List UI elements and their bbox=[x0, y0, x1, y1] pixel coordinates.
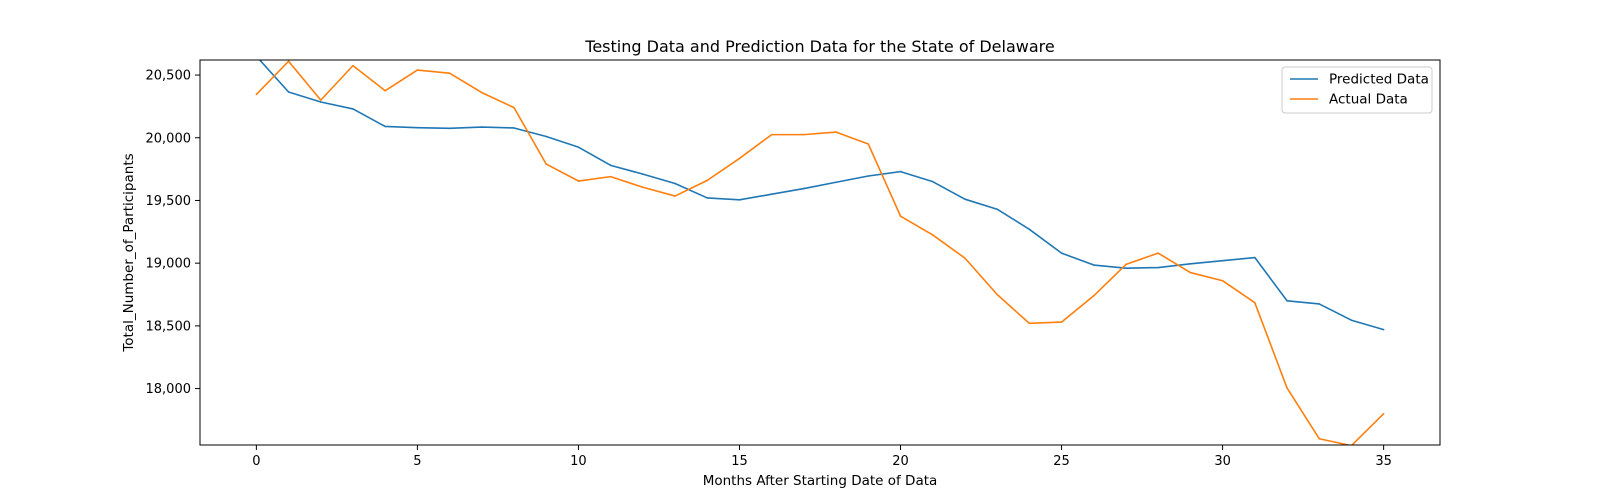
chart-title: Testing Data and Prediction Data for the… bbox=[584, 37, 1054, 56]
y-tick-label: 18,000 bbox=[146, 382, 192, 397]
data-point-actual-data bbox=[1125, 263, 1127, 266]
data-point-predicted-data bbox=[770, 193, 773, 195]
data-point-predicted-data bbox=[738, 199, 741, 201]
x-tick-label: 35 bbox=[1375, 454, 1392, 469]
data-point-predicted-data bbox=[1125, 267, 1127, 269]
data-point-actual-data bbox=[803, 133, 805, 136]
data-point-actual-data bbox=[996, 293, 998, 296]
data-point-predicted-data bbox=[1286, 299, 1288, 302]
data-point-actual-data bbox=[1092, 294, 1095, 297]
x-axis-label: Months After Starting Date of Data bbox=[703, 473, 938, 489]
data-point-predicted-data bbox=[352, 108, 354, 110]
data-point-actual-data bbox=[867, 143, 870, 145]
data-point-actual-data bbox=[513, 106, 515, 109]
x-tick-label: 5 bbox=[413, 454, 421, 469]
data-point-predicted-data bbox=[674, 182, 676, 185]
data-point-actual-data bbox=[899, 215, 902, 217]
data-point-predicted-data bbox=[287, 91, 290, 93]
data-point-predicted-data bbox=[256, 55, 258, 57]
data-point-actual-data bbox=[931, 234, 934, 236]
data-point-actual-data bbox=[1382, 412, 1385, 415]
data-point-predicted-data bbox=[996, 208, 998, 211]
data-point-predicted-data bbox=[416, 126, 419, 129]
data-point-actual-data bbox=[384, 89, 386, 92]
series-layer bbox=[255, 55, 1385, 445]
data-point-predicted-data bbox=[803, 187, 805, 190]
data-point-actual-data bbox=[319, 99, 322, 101]
data-point-predicted-data bbox=[931, 180, 934, 183]
x-tick-label: 25 bbox=[1053, 454, 1070, 469]
y-axis: 18,000 18,500 19,000 19,500 20,000 20,500 bbox=[146, 69, 200, 397]
plot-area-frame bbox=[199, 59, 1441, 446]
data-point-predicted-data bbox=[448, 127, 451, 130]
data-point-predicted-data bbox=[867, 175, 870, 177]
data-point-actual-data bbox=[964, 257, 966, 259]
data-point-predicted-data bbox=[1189, 262, 1192, 265]
data-point-predicted-data bbox=[1221, 259, 1224, 262]
data-point-predicted-data bbox=[481, 126, 483, 128]
data-point-predicted-data bbox=[899, 170, 902, 173]
series-line-actual-data bbox=[255, 60, 1385, 445]
data-point-actual-data bbox=[1221, 279, 1224, 282]
legend-label-predicted-data: Predicted Data bbox=[1329, 72, 1429, 88]
data-point-predicted-data bbox=[1382, 328, 1385, 331]
data-point-actual-data bbox=[448, 72, 451, 74]
x-tick-label: 0 bbox=[252, 454, 260, 469]
y-tick-label: 19,000 bbox=[146, 257, 192, 272]
x-tick-label: 20 bbox=[892, 454, 909, 469]
data-point-actual-data bbox=[352, 64, 354, 67]
data-point-predicted-data bbox=[1028, 228, 1031, 231]
y-tick-label: 18,500 bbox=[146, 319, 192, 334]
legend: Predicted Data Actual Data bbox=[1281, 66, 1433, 114]
series-line-predicted-data bbox=[258, 60, 1384, 331]
data-point-predicted-data bbox=[609, 164, 612, 167]
data-point-actual-data bbox=[706, 179, 709, 182]
data-point-actual-data bbox=[738, 157, 741, 160]
data-point-predicted-data bbox=[1318, 303, 1321, 305]
data-point-actual-data bbox=[835, 131, 837, 133]
data-point-actual-data bbox=[255, 93, 258, 96]
x-tick-label: 10 bbox=[570, 454, 587, 469]
data-point-actual-data bbox=[1060, 321, 1063, 323]
data-point-actual-data bbox=[287, 60, 290, 63]
data-point-actual-data bbox=[609, 175, 612, 178]
y-axis-label: Total_Number_of_Participants bbox=[121, 153, 137, 352]
data-point-predicted-data bbox=[706, 197, 709, 199]
x-axis: 0 5 10 15 20 25 30 35 bbox=[252, 445, 1392, 469]
y-tick-label: 20,000 bbox=[146, 131, 192, 146]
data-point-predicted-data bbox=[964, 198, 966, 200]
data-point-actual-data bbox=[545, 163, 548, 165]
data-point-predicted-data bbox=[642, 173, 644, 175]
x-tick-label: 15 bbox=[731, 454, 748, 469]
data-point-predicted-data bbox=[1254, 256, 1256, 259]
data-point-actual-data bbox=[577, 180, 580, 182]
x-tick-label: 30 bbox=[1214, 454, 1231, 469]
data-point-actual-data bbox=[1254, 301, 1256, 304]
data-point-predicted-data bbox=[577, 146, 580, 148]
data-point-predicted-data bbox=[545, 135, 548, 138]
data-point-actual-data bbox=[481, 91, 483, 94]
data-point-actual-data bbox=[674, 195, 676, 197]
y-tick-label: 19,500 bbox=[146, 194, 192, 209]
data-point-predicted-data bbox=[1092, 264, 1095, 266]
data-point-predicted-data bbox=[835, 181, 837, 184]
data-point-predicted-data bbox=[1060, 252, 1063, 254]
data-point-predicted-data bbox=[384, 125, 386, 128]
data-point-predicted-data bbox=[319, 101, 322, 103]
data-point-actual-data bbox=[1286, 387, 1288, 389]
data-point-actual-data bbox=[1028, 322, 1031, 325]
data-point-actual-data bbox=[1318, 437, 1321, 440]
y-tick-label: 20,500 bbox=[146, 69, 192, 84]
data-point-predicted-data bbox=[1350, 319, 1353, 322]
data-point-predicted-data bbox=[1157, 266, 1159, 269]
data-point-actual-data bbox=[1157, 252, 1159, 254]
data-point-actual-data bbox=[416, 69, 419, 71]
data-point-predicted-data bbox=[513, 127, 515, 129]
data-point-actual-data bbox=[1189, 271, 1192, 274]
data-point-actual-data bbox=[770, 133, 773, 136]
legend-label-actual-data: Actual Data bbox=[1329, 92, 1408, 108]
data-point-actual-data bbox=[642, 186, 644, 189]
legend-box bbox=[1281, 66, 1433, 114]
